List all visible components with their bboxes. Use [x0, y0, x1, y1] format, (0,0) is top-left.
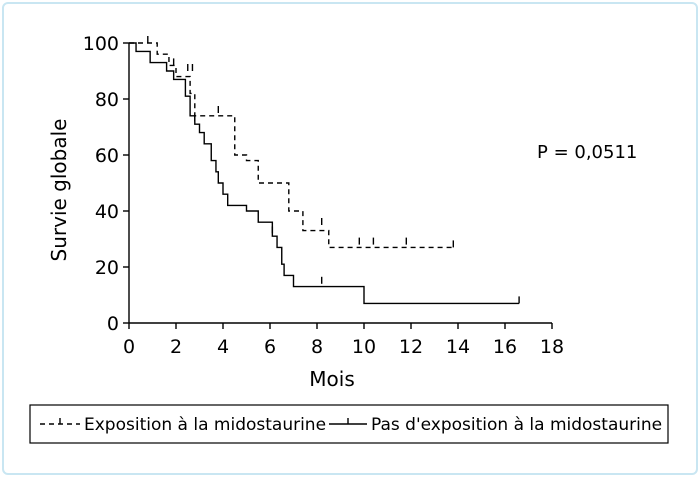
y-tick-label: 60 [95, 145, 119, 167]
legend: Exposition à la midostaurine Pas d'expos… [29, 404, 669, 444]
x-tick-label: 12 [399, 336, 423, 358]
series-group [129, 36, 520, 305]
x-tick-label: 4 [217, 336, 229, 358]
y-tick-label: 0 [107, 313, 119, 335]
y-axis-title: Survie globale [47, 119, 71, 262]
x-tick-label: 2 [170, 336, 182, 358]
series-line-pas-exposition [129, 42, 520, 305]
x-tick-label: 8 [311, 336, 323, 358]
x-tick-label: 18 [540, 336, 564, 358]
x-tick-label: 14 [446, 336, 470, 358]
x-tick-label: 16 [493, 336, 517, 358]
axes: 0 2 4 6 8 10 12 14 16 18 0 20 40 60 80 100 [83, 33, 564, 358]
x-tick-label: 6 [264, 336, 276, 358]
x-axis-title: Mois [309, 367, 354, 391]
y-tick-label: 100 [83, 33, 119, 55]
legend-swatch-exposition [40, 418, 80, 425]
x-tick-label: 10 [352, 336, 376, 358]
legend-swatch-pas-exposition [329, 418, 367, 425]
series-line-exposition [129, 42, 454, 249]
p-value-annotation: P = 0,0511 [537, 142, 637, 163]
y-tick-label: 20 [95, 257, 119, 279]
legend-label-pas-exposition: Pas d'exposition à la midostaurine [371, 415, 662, 435]
legend-label-exposition: Exposition à la midostaurine [84, 415, 326, 435]
x-tick-label: 0 [123, 336, 135, 358]
y-tick-label: 80 [95, 89, 119, 111]
y-tick-label: 40 [95, 201, 119, 223]
